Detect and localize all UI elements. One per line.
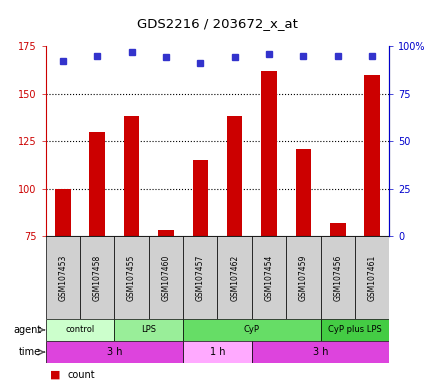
Text: 3 h: 3 h <box>312 347 328 357</box>
Text: GSM107454: GSM107454 <box>264 254 273 301</box>
Bar <box>114 236 148 319</box>
Bar <box>251 341 388 363</box>
Text: time: time <box>19 347 41 357</box>
Text: 1 h: 1 h <box>209 347 225 357</box>
Text: GSM107458: GSM107458 <box>92 254 102 301</box>
Text: LPS: LPS <box>141 325 156 334</box>
Text: GSM107460: GSM107460 <box>161 254 170 301</box>
Bar <box>251 236 286 319</box>
Bar <box>217 236 251 319</box>
Text: agent: agent <box>13 325 41 335</box>
Bar <box>55 189 70 236</box>
Bar <box>183 236 217 319</box>
Bar <box>286 236 320 319</box>
Bar <box>124 116 139 236</box>
Bar <box>46 319 114 341</box>
Bar <box>329 223 345 236</box>
Text: count: count <box>67 370 95 380</box>
Text: ■: ■ <box>50 370 60 380</box>
Bar <box>192 160 207 236</box>
Bar <box>261 71 276 236</box>
Text: GSM107453: GSM107453 <box>58 254 67 301</box>
Text: GSM107456: GSM107456 <box>332 254 342 301</box>
Bar <box>46 341 183 363</box>
Text: GSM107461: GSM107461 <box>367 254 376 301</box>
Bar <box>364 74 379 236</box>
Text: GSM107457: GSM107457 <box>195 254 204 301</box>
Bar <box>89 132 105 236</box>
Bar <box>320 236 354 319</box>
Bar <box>46 236 80 319</box>
Bar <box>158 230 173 236</box>
Bar <box>114 319 183 341</box>
Text: CyP plus LPS: CyP plus LPS <box>327 325 381 334</box>
Bar <box>320 319 388 341</box>
Text: CyP: CyP <box>243 325 259 334</box>
Text: control: control <box>65 325 95 334</box>
Text: GDS2216 / 203672_x_at: GDS2216 / 203672_x_at <box>137 17 297 30</box>
Bar <box>227 116 242 236</box>
Text: GSM107462: GSM107462 <box>230 254 239 301</box>
Bar <box>183 319 320 341</box>
Text: 3 h: 3 h <box>106 347 122 357</box>
Bar <box>183 341 251 363</box>
Bar <box>80 236 114 319</box>
Bar <box>295 149 310 236</box>
Bar <box>148 236 183 319</box>
Bar <box>354 236 388 319</box>
Text: GSM107455: GSM107455 <box>127 254 136 301</box>
Text: GSM107459: GSM107459 <box>298 254 307 301</box>
